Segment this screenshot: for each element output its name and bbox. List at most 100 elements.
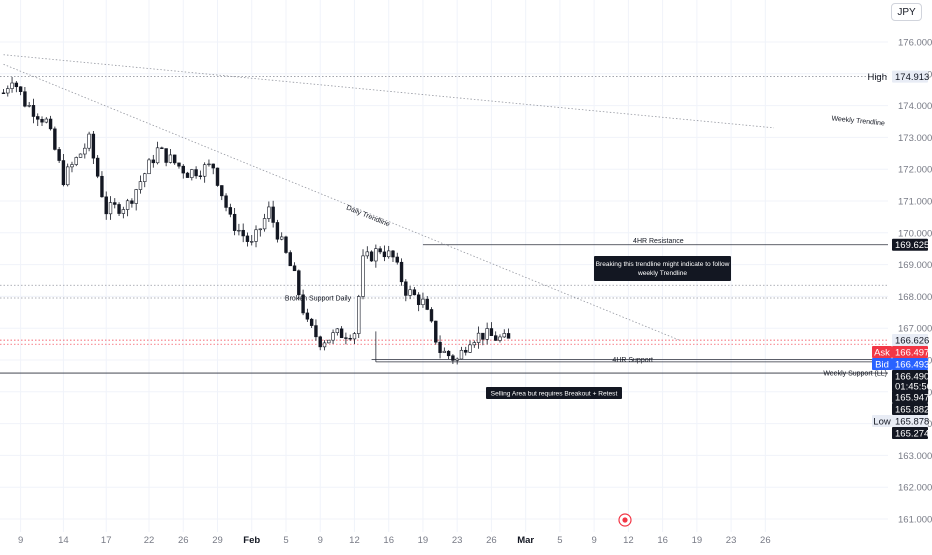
candle-body (36, 116, 40, 120)
candle-body (190, 169, 194, 178)
trendline-label: Weekly Trendline (831, 115, 885, 127)
candle-body (481, 332, 485, 340)
time-axis[interactable]: 9 14 17 22 26 29 Feb 5 9 12 16 19 23 26 Mar 5 9 12 16 19 23 2… (18, 535, 771, 546)
y-tick-label: 170.000 (898, 228, 932, 239)
x-tick-label: 12 (349, 535, 360, 546)
price-tag-text: 01:45:50 (895, 382, 932, 393)
candle-body (237, 229, 241, 232)
x-tick-label: 12 (623, 535, 634, 546)
price-tag (892, 70, 928, 83)
x-tick-label: 26 (178, 535, 189, 546)
price-tag (892, 334, 928, 346)
x-tick-label: Mar (517, 535, 534, 546)
candle-body (262, 218, 267, 230)
candle-body (369, 251, 374, 262)
candle-body (275, 222, 280, 240)
candle-body (314, 325, 318, 338)
candle-body (18, 86, 23, 92)
candle-body (202, 164, 207, 177)
candle-body (74, 157, 78, 165)
note-text: weekly Trendline (637, 270, 687, 277)
candle-body (386, 250, 391, 258)
candle-body (78, 153, 83, 158)
candle-body (391, 250, 395, 258)
x-tick-label: 23 (452, 535, 463, 546)
x-tick-label: 9 (591, 535, 596, 546)
candle-body (331, 332, 335, 341)
x-tick-label: 14 (58, 535, 69, 546)
candle-body (168, 154, 173, 163)
trendline (3, 63, 680, 341)
price-tag (892, 370, 928, 382)
candle-body (138, 181, 143, 190)
x-tick-label: 9 (318, 535, 323, 546)
note-text: Selling Area but requires Breakout + Ret… (491, 390, 618, 397)
price-tag-text: 166.490 (895, 372, 929, 383)
candle-body (57, 149, 61, 161)
price-tag (892, 415, 928, 427)
currency-button[interactable]: JPY (891, 3, 922, 21)
candle-body (279, 236, 284, 240)
candle-body (207, 163, 211, 166)
candle-body (228, 207, 233, 215)
candle-body (292, 265, 297, 272)
candle-body (361, 255, 365, 297)
candle-body (53, 128, 57, 150)
candle-body (125, 200, 130, 210)
price-tag (892, 380, 928, 392)
candle-body (117, 204, 121, 214)
price-tag-prefix-text: Low (873, 417, 891, 428)
candle-body (309, 318, 314, 326)
resistance-label: 4HR Resistance (633, 238, 684, 245)
candle-body (173, 154, 177, 164)
candle-body (472, 342, 476, 346)
horizontal-levels: High 4HR Resistance Broken Support Daily 4H… (0, 72, 888, 378)
x-tick-label: 22 (144, 535, 155, 546)
price-axis[interactable]: 176.000175.000174.000173.000172.000171.0… (898, 38, 932, 526)
support-label: 4HR Support (612, 357, 653, 364)
candle-body (108, 202, 113, 215)
candle-body (245, 235, 250, 242)
price-tag-text: 165.274 (895, 429, 929, 440)
price-tag (892, 346, 928, 358)
candle-body (489, 328, 494, 336)
candle-body (232, 213, 237, 231)
x-tick-label: 23 (726, 535, 737, 546)
candle-body (23, 91, 27, 107)
candle-body (6, 88, 10, 94)
candle-body (374, 248, 378, 262)
candle-body (95, 157, 100, 177)
trendline (3, 54, 774, 129)
candle-body (31, 105, 36, 117)
candle-body (14, 82, 19, 88)
candle-body (87, 133, 91, 149)
candle-body (211, 163, 215, 169)
candle-body (44, 118, 49, 123)
candle-body (455, 358, 459, 361)
candle-body (254, 229, 258, 242)
weekly-support-label: Weekly Support (LL) (823, 371, 887, 378)
y-tick-label: 168.000 (898, 292, 932, 303)
candle-body (327, 339, 331, 344)
x-tick-label: 16 (383, 535, 394, 546)
candle-body (185, 172, 190, 178)
x-tick-label: 5 (557, 535, 562, 546)
candle-body (502, 333, 506, 338)
candle-body (155, 147, 160, 164)
candle-body (468, 344, 472, 353)
x-tick-label: 16 (657, 535, 668, 546)
candle-body (416, 294, 421, 306)
x-tick-label: 17 (101, 535, 112, 546)
y-tick-label: 163.000 (898, 451, 932, 462)
note-box (594, 256, 731, 281)
price-tag-text: 165.878 (895, 417, 929, 428)
x-tick-label: 26 (486, 535, 497, 546)
candle-body (412, 289, 417, 296)
grid (0, 0, 888, 532)
candle-body (220, 185, 224, 197)
candle-body (382, 251, 387, 258)
candle-body (399, 261, 404, 283)
